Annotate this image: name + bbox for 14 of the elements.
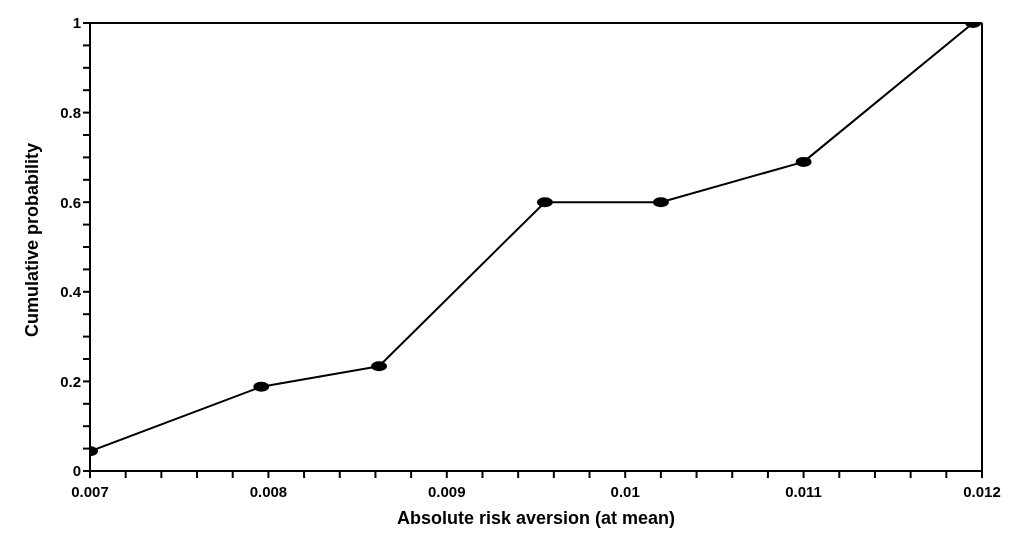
y-tick-label: 0.6 [60, 193, 81, 211]
x-tick-label: 0.009 [428, 482, 466, 500]
y-tick-label: 0.4 [60, 283, 82, 301]
x-tick-label: 0.008 [249, 482, 288, 500]
x-tick-label: 0.011 [785, 482, 822, 500]
y-tick-label: 0.8 [60, 103, 81, 121]
x-tick-label: 0.007 [71, 482, 109, 500]
x-tick-label: 0.012 [963, 482, 1001, 500]
y-axis-title: Cumulative probability [22, 142, 43, 337]
y-tick-label: 1 [72, 14, 81, 32]
y-tick-label: 0 [72, 462, 81, 480]
x-axis-title: Absolute risk aversion (at mean) [396, 508, 676, 528]
x-tick-label: 0.01 [610, 482, 640, 500]
y-tick-label: 0.2 [60, 372, 81, 390]
